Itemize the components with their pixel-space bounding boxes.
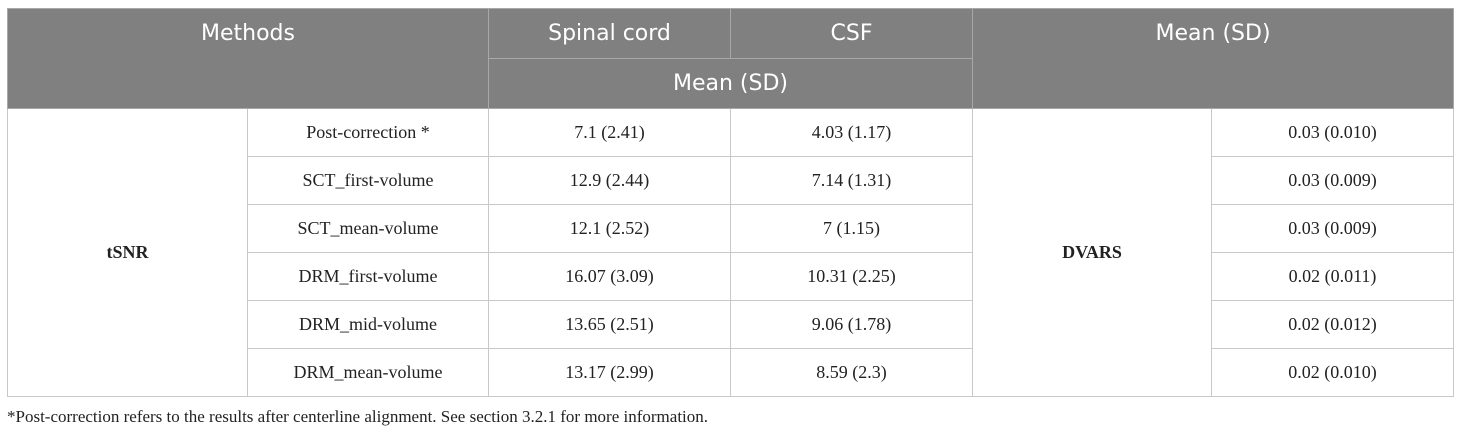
spinal-cord-cell: 7.1 (2.41) bbox=[488, 108, 732, 157]
group-label-dvars: DVARS bbox=[972, 108, 1213, 397]
table-row: DRM_mid-volume 13.65 (2.51) 9.06 (1.78) … bbox=[8, 300, 1455, 349]
dvars-cell: 0.03 (0.009) bbox=[1211, 156, 1455, 205]
table-row: DRM_mean-volume 13.17 (2.99) 8.59 (2.3) … bbox=[8, 348, 1455, 397]
spinal-cord-cell: 12.9 (2.44) bbox=[488, 156, 732, 205]
table-row: SCT_mean-volume 12.1 (2.52) 7 (1.15) 0.0… bbox=[8, 204, 1455, 253]
method-cell: DRM_mid-volume bbox=[246, 300, 490, 349]
dvars-cell: 0.03 (0.009) bbox=[1211, 204, 1455, 253]
csf-cell: 8.59 (2.3) bbox=[730, 348, 974, 397]
table-footnote: *Post-correction refers to the results a… bbox=[7, 407, 709, 426]
csf-cell: 4.03 (1.17) bbox=[730, 108, 974, 157]
method-cell: Post-correction * bbox=[246, 108, 490, 157]
table-row: tSNR Post-correction * 7.1 (2.41) 4.03 (… bbox=[7, 108, 1455, 397]
spinal-cord-cell: 12.1 (2.52) bbox=[488, 204, 732, 253]
dvars-cell: 0.03 (0.010) bbox=[1211, 108, 1455, 157]
method-cell: SCT_first-volume bbox=[246, 156, 490, 205]
spinal-cord-cell: 13.17 (2.99) bbox=[488, 348, 732, 397]
spinal-cord-cell: 13.65 (2.51) bbox=[488, 300, 732, 349]
header-csf: CSF bbox=[730, 8, 974, 59]
csf-cell: 7.14 (1.31) bbox=[730, 156, 974, 205]
group-label-tsnr: tSNR bbox=[7, 108, 248, 397]
header-spinal-cord: Spinal cord bbox=[488, 8, 732, 59]
results-table: Methods Spinal cord CSF Mean (SD) Mean (… bbox=[6, 8, 1455, 397]
csf-cell: 10.31 (2.25) bbox=[730, 252, 974, 301]
table-body: tSNR Post-correction * 7.1 (2.41) 4.03 (… bbox=[7, 108, 1455, 397]
table-row: SCT_first-volume 12.9 (2.44) 7.14 (1.31)… bbox=[8, 156, 1455, 205]
header-methods: Methods bbox=[6, 8, 490, 109]
method-cell: SCT_mean-volume bbox=[246, 204, 490, 253]
dvars-cell: 0.02 (0.010) bbox=[1211, 348, 1455, 397]
dvars-cell: 0.02 (0.012) bbox=[1211, 300, 1455, 349]
spinal-cord-cell: 16.07 (3.09) bbox=[488, 252, 732, 301]
table-row: DRM_first-volume 16.07 (3.09) 10.31 (2.2… bbox=[8, 252, 1455, 301]
dvars-cell: 0.02 (0.011) bbox=[1211, 252, 1455, 301]
csf-cell: 7 (1.15) bbox=[730, 204, 974, 253]
header-mean-sd-right: Mean (SD) bbox=[972, 8, 1455, 109]
table-header: Methods Spinal cord CSF Mean (SD) Mean (… bbox=[6, 8, 1455, 109]
csf-cell: 9.06 (1.78) bbox=[730, 300, 974, 349]
header-mean-sd-sub: Mean (SD) bbox=[488, 58, 974, 109]
method-cell: DRM_mean-volume bbox=[246, 348, 490, 397]
method-cell: DRM_first-volume bbox=[246, 252, 490, 301]
